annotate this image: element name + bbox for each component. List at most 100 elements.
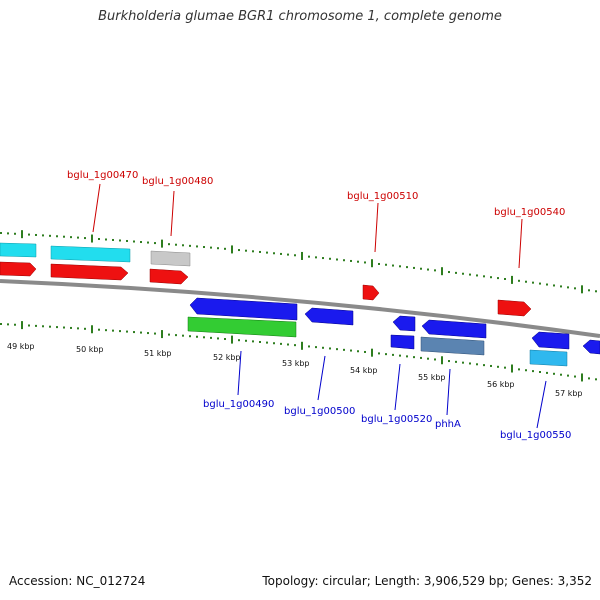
minor-tick	[84, 237, 86, 240]
gene-bglu_1g00550-upper[interactable]	[531, 331, 570, 350]
minor-tick	[469, 273, 471, 276]
label-bglu_1g00540[interactable]: bglu_1g00540	[494, 207, 565, 218]
major-tick	[91, 325, 93, 334]
label-bglu_1g00490[interactable]: bglu_1g00490	[203, 399, 274, 410]
scale-label: 49 kbp	[7, 342, 35, 351]
minor-tick	[245, 339, 247, 342]
gene-phhA-upper[interactable]	[421, 319, 487, 339]
top-tick-track	[0, 230, 597, 294]
minor-tick	[112, 238, 114, 241]
minor-tick	[126, 330, 128, 333]
minor-tick	[182, 334, 184, 337]
forward-callouts	[92, 183, 523, 269]
minor-tick	[84, 327, 86, 330]
label-bglu_1g00550[interactable]: bglu_1g00550	[500, 430, 571, 441]
minor-tick	[70, 326, 72, 329]
gene-bglu_1g00520[interactable]	[390, 334, 415, 350]
minor-tick	[385, 263, 387, 266]
gene-bglu_1g00550[interactable]	[529, 349, 568, 367]
minor-tick	[119, 330, 121, 333]
minor-tick	[273, 342, 275, 345]
gene-phhA[interactable]	[420, 336, 485, 356]
minor-tick	[343, 259, 345, 262]
minor-tick	[462, 361, 464, 364]
major-tick	[581, 285, 583, 294]
minor-tick	[434, 269, 436, 272]
minor-tick	[126, 239, 128, 242]
minor-tick	[595, 378, 597, 381]
minor-tick	[343, 348, 345, 351]
gene-green[interactable]	[187, 316, 297, 338]
minor-tick	[532, 370, 534, 373]
scale-label: 55 kbp	[418, 373, 446, 382]
minor-tick	[469, 362, 471, 365]
gene-red-2[interactable]	[149, 268, 189, 285]
label-bglu_1g00480[interactable]: bglu_1g00480	[142, 176, 213, 187]
minor-tick	[448, 271, 450, 274]
minor-tick	[504, 366, 506, 369]
minor-tick	[546, 371, 548, 374]
gene-red-4[interactable]	[497, 299, 532, 317]
gene-bglu_1g00480-upper[interactable]	[150, 250, 191, 267]
minor-tick	[105, 329, 107, 332]
minor-tick	[427, 268, 429, 271]
bottom-tick-track	[0, 321, 597, 382]
minor-tick	[378, 352, 380, 355]
minor-tick	[245, 249, 247, 252]
minor-tick	[595, 290, 597, 293]
accession-text: Accession: NC_012724	[9, 574, 146, 588]
minor-tick	[203, 246, 205, 249]
minor-tick	[98, 328, 100, 331]
gene-edge-blue[interactable]	[582, 339, 600, 355]
scale-label: 51 kbp	[144, 349, 172, 358]
minor-tick	[364, 350, 366, 353]
label-bglu_1g00500[interactable]: bglu_1g00500	[284, 406, 355, 417]
minor-tick	[420, 356, 422, 359]
minor-tick	[560, 285, 562, 288]
minor-tick	[14, 232, 16, 235]
minor-tick	[105, 238, 107, 241]
minor-tick	[140, 241, 142, 244]
label-bglu_1g00520[interactable]: bglu_1g00520	[361, 414, 432, 425]
minor-tick	[49, 325, 51, 328]
scale-label: 54 kbp	[350, 366, 378, 375]
minor-tick	[287, 253, 289, 256]
minor-tick	[455, 271, 457, 274]
label-bglu_1g00510[interactable]: bglu_1g00510	[347, 191, 418, 202]
gene-bglu_1g00510-rev[interactable]	[392, 315, 416, 332]
scale-label: 52 kbp	[213, 353, 241, 362]
minor-tick	[42, 325, 44, 328]
minor-tick	[287, 343, 289, 346]
minor-tick	[378, 262, 380, 265]
minor-tick	[119, 239, 121, 242]
minor-tick	[553, 284, 555, 287]
minor-tick	[413, 266, 415, 269]
gene-red-0[interactable]	[0, 261, 37, 277]
minor-tick	[364, 261, 366, 264]
minor-tick	[182, 244, 184, 247]
gene-bglu_1g00470-upper[interactable]	[50, 245, 131, 263]
gene-bglu_1g00500[interactable]	[304, 307, 354, 326]
minor-tick	[252, 340, 254, 343]
major-tick	[441, 356, 443, 365]
minor-tick	[238, 339, 240, 342]
minor-tick	[574, 375, 576, 378]
gene-bglu_1g00490[interactable]	[189, 297, 298, 321]
minor-tick	[147, 332, 149, 335]
label-phhA[interactable]: phhA	[435, 419, 461, 430]
minor-tick	[308, 255, 310, 258]
gene-bglu_1g00460-upper[interactable]	[0, 242, 37, 258]
minor-tick	[63, 326, 65, 329]
gene-red-1[interactable]	[50, 263, 129, 281]
minor-tick	[77, 327, 79, 330]
major-tick	[91, 234, 93, 243]
label-bglu_1g00470[interactable]: bglu_1g00470	[67, 170, 138, 181]
gene-red-3[interactable]	[362, 284, 380, 301]
minor-tick	[266, 341, 268, 344]
major-tick	[161, 239, 163, 248]
minor-tick	[532, 281, 534, 284]
minor-tick	[112, 329, 114, 332]
minor-tick	[588, 377, 590, 380]
minor-tick	[350, 349, 352, 352]
